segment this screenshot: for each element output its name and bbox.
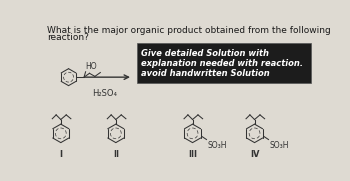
Text: reaction?: reaction?	[47, 33, 89, 41]
Text: Give detailed Solution with: Give detailed Solution with	[141, 49, 270, 58]
Text: H₂SO₄: H₂SO₄	[92, 89, 117, 98]
Text: SO₃H: SO₃H	[269, 141, 289, 150]
Text: IV: IV	[250, 150, 259, 159]
Text: explanation needed with reaction.: explanation needed with reaction.	[141, 59, 303, 68]
FancyBboxPatch shape	[137, 43, 311, 83]
Text: SO₃H: SO₃H	[207, 141, 227, 150]
Text: avoid handwritten Solution: avoid handwritten Solution	[141, 70, 270, 78]
Text: What is the major organic product obtained from the following: What is the major organic product obtain…	[47, 26, 331, 35]
Text: II: II	[113, 150, 119, 159]
Text: III: III	[188, 150, 197, 159]
Text: HO: HO	[85, 62, 97, 71]
Text: I: I	[59, 150, 62, 159]
